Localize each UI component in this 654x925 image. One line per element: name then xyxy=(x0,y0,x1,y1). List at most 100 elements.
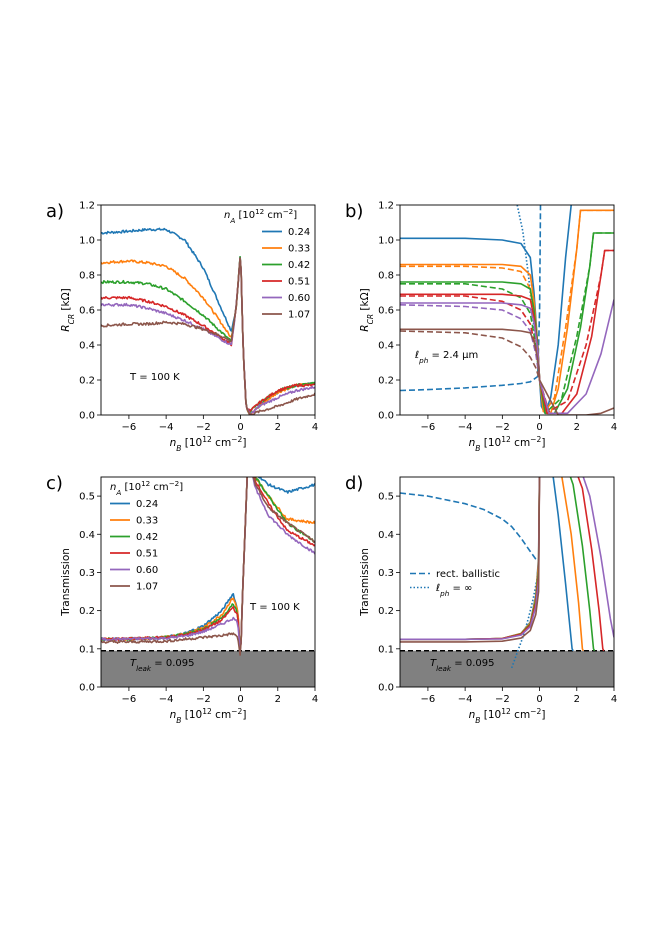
plot-frame xyxy=(399,476,615,688)
panel-d: −6 −4 −2 0 2 4 0.0 0.1 0.2 0.3 0.4 0.5 nB [1012 cm−2… xyxy=(345,473,617,725)
y-tick-label: 0.6 xyxy=(378,306,394,317)
leak-region xyxy=(101,650,315,687)
x-tick-label: 4 xyxy=(611,422,617,433)
series-group xyxy=(400,477,614,669)
y-axis-label: Transmission xyxy=(359,548,371,617)
x-tick-label: 0 xyxy=(536,422,542,433)
legend-entry-label: 0.42 xyxy=(288,260,310,271)
series-line-0.33 xyxy=(101,257,315,415)
y-tick-label: 0.0 xyxy=(378,411,394,422)
legend-entry-label: 0.51 xyxy=(136,549,158,560)
x-tick-label: 4 xyxy=(312,694,318,705)
y-tick-label: 0.4 xyxy=(378,530,394,541)
legend-entry-label: 0.33 xyxy=(136,516,158,527)
x-tick-label: 2 xyxy=(275,422,281,433)
y-tick-label: 0.0 xyxy=(79,683,95,694)
x-tick-label: −6 xyxy=(122,694,137,705)
series-line-1.07 xyxy=(101,477,315,656)
x-tick-label: 0 xyxy=(237,422,243,433)
y-tick-label: 0.1 xyxy=(378,644,394,655)
y-axis-label: RCR [kΩ] xyxy=(359,288,375,331)
y-tick-label: 0.8 xyxy=(378,271,394,282)
series-line-3-4 xyxy=(400,477,596,652)
x-tick-label: −4 xyxy=(159,422,174,433)
legend-entry-label: ℓph = ∞ xyxy=(436,583,472,598)
x-tick-label: −6 xyxy=(421,422,436,433)
panel-letter: a) xyxy=(46,201,64,222)
legend-entry-label: 0.33 xyxy=(288,244,310,255)
annotation: ℓph = 2.4 μm xyxy=(415,350,478,365)
series-line-3-3 xyxy=(400,477,585,652)
x-tick-label: −2 xyxy=(196,422,211,433)
y-tick-label: 0.3 xyxy=(79,568,95,579)
x-tick-label: 2 xyxy=(275,694,281,705)
x-tick-label: −2 xyxy=(495,694,510,705)
y-tick-label: 0.2 xyxy=(79,606,95,617)
y-tick-label: 0.4 xyxy=(79,530,95,541)
x-tick-label: −4 xyxy=(159,694,174,705)
x-axis-label: nB [1012 cm−2] xyxy=(170,707,247,725)
x-tick-label: 2 xyxy=(574,422,580,433)
y-tick-label: 0.3 xyxy=(378,568,394,579)
y-tick-label: 1.0 xyxy=(79,236,95,247)
x-tick-label: −2 xyxy=(495,422,510,433)
series-line-0.60 xyxy=(101,477,315,651)
y-tick-label: 1.2 xyxy=(378,201,394,212)
x-tick-label: −4 xyxy=(458,422,473,433)
series-line-3-7 xyxy=(400,477,541,643)
series-line-3-0 xyxy=(400,492,540,562)
series-line-1.07 xyxy=(101,257,315,415)
annotation: T = 100 K xyxy=(129,372,180,383)
x-tick-label: 2 xyxy=(574,694,580,705)
x-axis-label: nB [1012 cm−2] xyxy=(170,435,247,453)
y-tick-label: 0.5 xyxy=(79,492,95,503)
series-line-1-12 xyxy=(400,330,541,381)
panel-a: −6 −4 −2 0 2 4 0.0 0.2 0.4 0.6 0.8 1.0 1.2 nB [1012 c… xyxy=(46,201,318,453)
annotation: T = 100 K xyxy=(249,602,300,613)
y-tick-label: 0.8 xyxy=(79,271,95,282)
legend-entry-label: 0.60 xyxy=(136,565,158,576)
series-line-3-2 xyxy=(400,477,574,652)
plot-frame xyxy=(100,204,316,416)
y-tick-label: 0.6 xyxy=(79,306,95,317)
y-tick-label: 0.4 xyxy=(79,341,95,352)
y-tick-label: 1.2 xyxy=(79,201,95,212)
x-axis-label: nB [1012 cm−2] xyxy=(469,435,546,453)
panel-letter: c) xyxy=(46,473,63,494)
y-tick-label: 0.2 xyxy=(378,376,394,387)
x-tick-label: 0 xyxy=(536,694,542,705)
y-tick-label: 0.4 xyxy=(378,341,394,352)
legend-entry-label: 0.60 xyxy=(288,293,310,304)
legend-title: nA [1012 cm−2] xyxy=(224,207,297,225)
legend-entry-label: 0.24 xyxy=(136,499,158,510)
y-tick-label: 0.0 xyxy=(378,683,394,694)
legend-entry-label: 0.24 xyxy=(288,227,310,238)
plot-frame xyxy=(100,476,316,688)
x-tick-label: −2 xyxy=(196,694,211,705)
series-line-1-8 xyxy=(400,249,614,413)
leak-label: Tleak = 0.095 xyxy=(130,658,194,673)
legend-entry-label: 1.07 xyxy=(136,582,158,593)
y-axis-label: Transmission xyxy=(60,548,72,617)
y-tick-label: 0.1 xyxy=(79,644,95,655)
y-tick-label: 0.2 xyxy=(378,606,394,617)
y-tick-label: 1.0 xyxy=(378,236,394,247)
series-line-1-9 xyxy=(400,299,614,415)
legend-entry-label: 1.07 xyxy=(288,310,310,321)
x-tick-label: −4 xyxy=(458,694,473,705)
panel-b: −6 −4 −2 0 2 4 0.0 0.2 0.4 0.6 0.8 1.0 1.2 nB [1012 c… xyxy=(345,201,617,453)
y-axis-label: RCR [kΩ] xyxy=(60,288,76,331)
x-tick-label: −6 xyxy=(421,694,436,705)
series-line-0.51 xyxy=(101,257,315,413)
series-group xyxy=(101,477,315,656)
leak-region xyxy=(400,650,614,687)
series-line-1-10 xyxy=(400,304,541,381)
series-group xyxy=(400,205,614,415)
y-tick-label: 0.2 xyxy=(79,376,95,387)
legend-title: nA [1012 cm−2] xyxy=(110,479,183,497)
y-tick-label: 0.0 xyxy=(79,411,95,422)
x-tick-label: 4 xyxy=(611,694,617,705)
legend-entry-label: 0.42 xyxy=(136,532,158,543)
y-tick-label: 0.5 xyxy=(378,492,394,503)
